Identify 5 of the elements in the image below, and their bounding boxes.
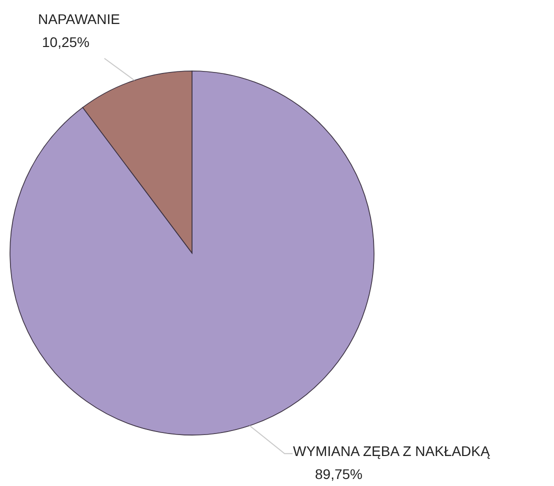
slice-label: WYMIANA ZĘBA Z NAKŁADKĄ	[293, 443, 490, 459]
data-label: 10,25%	[42, 34, 90, 50]
pie-slice	[10, 70, 374, 436]
slice-label: NAPAWANIE	[38, 11, 120, 27]
data-label: 89,75%	[315, 466, 362, 482]
